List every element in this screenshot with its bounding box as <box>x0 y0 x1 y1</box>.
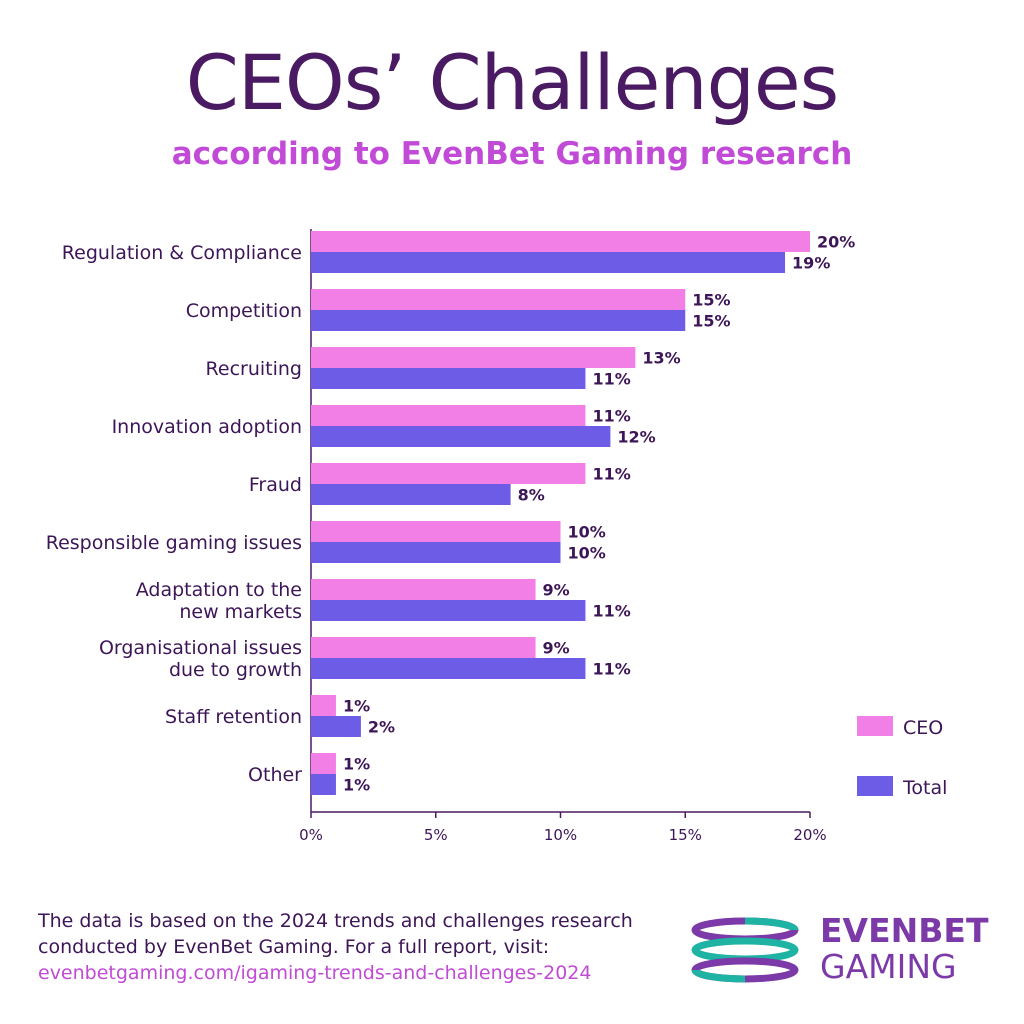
x-tick-label: 10% <box>544 826 577 844</box>
category-label: Staff retention <box>165 706 302 728</box>
bar-ceo <box>311 463 586 484</box>
bar-ceo <box>311 231 810 252</box>
bar-ceo <box>311 579 536 600</box>
x-tick-label: 20% <box>793 826 826 844</box>
legend-label-total: Total <box>902 777 947 799</box>
footer-note: The data is based on the 2024 trends and… <box>38 908 658 986</box>
bar-total <box>311 252 786 273</box>
category-label: Other <box>248 764 302 786</box>
bar-total <box>311 600 586 621</box>
logo-text-evenbet: EVENBET <box>820 911 989 950</box>
data-label: 11% <box>592 602 630 621</box>
bar-ceo <box>311 405 586 426</box>
data-label: 1% <box>343 776 370 795</box>
category-label: Regulation & Compliance <box>62 242 302 264</box>
chart-title: CEOs’ Challenges <box>185 38 839 127</box>
data-label: 20% <box>817 233 855 252</box>
data-label: 11% <box>592 370 630 389</box>
data-label: 10% <box>568 544 606 563</box>
legend-swatch-ceo <box>857 716 893 736</box>
bar-ceo <box>311 637 536 658</box>
bar-total <box>311 774 336 795</box>
bar-ceo <box>311 289 686 310</box>
data-label: 12% <box>617 428 655 447</box>
footer-line-1: The data is based on the 2024 trends and… <box>38 910 633 932</box>
category-label: new markets <box>179 601 302 623</box>
category-label: due to growth <box>169 659 302 681</box>
logo-rings-icon <box>691 917 799 983</box>
x-tick-label: 0% <box>299 826 323 844</box>
bar-ceo <box>311 521 561 542</box>
bar-chart: 0% 5% 10% 15% 20% 20% 19% Regulation & Complian… <box>46 229 947 844</box>
footer-line-2: conducted by EvenBet Gaming. For a full … <box>38 936 550 958</box>
data-label: 1% <box>343 697 370 716</box>
legend-label-ceo: CEO <box>903 717 943 739</box>
bar-ceo <box>311 347 636 368</box>
category-label: Fraud <box>249 474 302 496</box>
chart-subtitle: according to EvenBet Gaming research <box>171 136 853 172</box>
data-label: 9% <box>543 639 570 658</box>
data-label: 11% <box>592 407 630 426</box>
data-label: 15% <box>692 291 730 310</box>
logo-text-gaming: GAMING <box>820 947 957 986</box>
evenbet-logo: EVENBET GAMING <box>691 911 989 986</box>
category-label: Responsible gaming issues <box>46 532 302 554</box>
data-label: 13% <box>642 349 680 368</box>
bar-total <box>311 484 511 505</box>
bar-total <box>311 716 361 737</box>
bar-total <box>311 658 586 679</box>
data-label: 8% <box>518 486 545 505</box>
data-label: 10% <box>568 523 606 542</box>
data-label: 11% <box>592 465 630 484</box>
category-label: Organisational issues <box>99 637 302 659</box>
category-label: Adaptation to the <box>136 579 302 601</box>
bar-total <box>311 310 686 331</box>
x-tick-label: 5% <box>424 826 448 844</box>
bar-total <box>311 368 586 389</box>
data-label: 15% <box>692 312 730 331</box>
bar-total <box>311 426 611 447</box>
category-label: Competition <box>186 300 302 322</box>
category-label: Recruiting <box>206 358 302 380</box>
bar-ceo <box>311 753 336 774</box>
data-label: 9% <box>543 581 570 600</box>
category-label: Innovation adoption <box>112 416 302 438</box>
report-link[interactable]: evenbetgaming.com/igaming-trends-and-cha… <box>38 962 592 984</box>
data-label: 19% <box>792 254 830 273</box>
bar-total <box>311 542 561 563</box>
data-label: 1% <box>343 755 370 774</box>
bar-ceo <box>311 695 336 716</box>
x-tick-label: 15% <box>669 826 702 844</box>
data-label: 2% <box>368 718 395 737</box>
legend-swatch-total <box>857 776 893 796</box>
data-label: 11% <box>592 660 630 679</box>
